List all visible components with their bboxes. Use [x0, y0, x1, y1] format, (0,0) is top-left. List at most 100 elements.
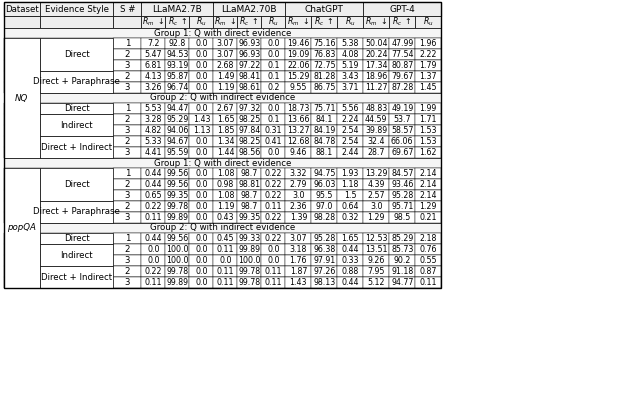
Text: 0.11: 0.11 — [419, 278, 437, 287]
Text: 85.29: 85.29 — [391, 234, 413, 243]
Text: 4.39: 4.39 — [367, 180, 385, 189]
Text: 0.44: 0.44 — [342, 245, 359, 254]
Bar — [389, 168, 415, 179]
Bar — [337, 114, 364, 125]
Text: 1.08: 1.08 — [217, 169, 234, 178]
Bar — [113, 125, 141, 136]
Bar — [166, 179, 189, 190]
Text: 2: 2 — [125, 115, 130, 124]
Bar — [166, 71, 189, 82]
Text: 12.53: 12.53 — [365, 234, 387, 243]
Text: 5.38: 5.38 — [342, 39, 359, 48]
Bar — [364, 114, 389, 125]
Bar — [389, 244, 415, 255]
Bar — [364, 103, 389, 114]
Text: 0.55: 0.55 — [419, 256, 437, 265]
Text: 76.83: 76.83 — [313, 50, 335, 59]
Bar — [415, 244, 441, 255]
Text: 3.43: 3.43 — [342, 72, 359, 81]
Bar — [4, 158, 441, 168]
Bar — [141, 147, 166, 158]
Bar — [166, 201, 189, 212]
Text: Group 2: Q with indirect evidence: Group 2: Q with indirect evidence — [150, 93, 295, 102]
Bar — [4, 38, 40, 158]
Bar — [166, 114, 189, 125]
Text: 0.2: 0.2 — [267, 83, 280, 92]
Text: 85.73: 85.73 — [391, 245, 413, 254]
Text: 1.43: 1.43 — [289, 278, 307, 287]
Text: 98.7: 98.7 — [241, 169, 258, 178]
Text: 9.46: 9.46 — [290, 148, 307, 157]
Bar — [213, 212, 237, 223]
Text: 98.7: 98.7 — [241, 202, 258, 211]
Bar — [237, 147, 261, 158]
Text: 13.27: 13.27 — [287, 126, 310, 135]
Bar — [113, 38, 141, 49]
Text: 0.65: 0.65 — [145, 191, 162, 200]
Bar — [261, 147, 285, 158]
Bar — [311, 49, 337, 60]
Text: Indirect: Indirect — [60, 120, 93, 129]
Text: 4.13: 4.13 — [145, 72, 162, 81]
Text: 99.78: 99.78 — [238, 267, 260, 276]
Text: 58.57: 58.57 — [391, 126, 413, 135]
Bar — [364, 277, 389, 288]
Bar — [4, 60, 441, 71]
Bar — [415, 49, 441, 60]
Text: 92.8: 92.8 — [169, 39, 186, 48]
Text: 1.43: 1.43 — [193, 115, 210, 124]
Text: 7.95: 7.95 — [367, 267, 385, 276]
Text: 96.74: 96.74 — [166, 83, 189, 92]
Text: 0.0: 0.0 — [195, 61, 207, 70]
Text: 97.32: 97.32 — [238, 104, 260, 113]
Text: 81.28: 81.28 — [313, 72, 335, 81]
Bar — [40, 114, 113, 136]
Text: 1.08: 1.08 — [217, 191, 234, 200]
Text: 0.98: 0.98 — [217, 180, 234, 189]
Text: 2.14: 2.14 — [419, 169, 437, 178]
Bar — [337, 255, 364, 266]
Bar — [337, 266, 364, 277]
Text: 1.96: 1.96 — [419, 39, 437, 48]
Bar — [40, 71, 113, 93]
Bar — [337, 201, 364, 212]
Bar — [415, 277, 441, 288]
Bar — [261, 103, 285, 114]
Text: 1.34: 1.34 — [216, 137, 234, 146]
Bar — [166, 266, 189, 277]
Text: 53.7: 53.7 — [394, 115, 411, 124]
Text: 0.33: 0.33 — [342, 256, 359, 265]
Bar — [311, 244, 337, 255]
Text: 2.54: 2.54 — [342, 126, 359, 135]
Text: 79.67: 79.67 — [391, 72, 413, 81]
Text: 72.75: 72.75 — [313, 61, 335, 70]
Text: 2.79: 2.79 — [290, 180, 307, 189]
Text: 0.11: 0.11 — [264, 267, 282, 276]
Text: 3.07: 3.07 — [216, 39, 234, 48]
Bar — [285, 179, 311, 190]
Text: 50.04: 50.04 — [365, 39, 387, 48]
Bar — [311, 16, 337, 28]
Text: 69.67: 69.67 — [391, 148, 413, 157]
Text: 1.29: 1.29 — [367, 213, 385, 222]
Bar — [389, 71, 415, 82]
Text: 98.25: 98.25 — [238, 115, 260, 124]
Text: 97.91: 97.91 — [313, 256, 335, 265]
Text: 0.0: 0.0 — [147, 256, 160, 265]
Bar — [113, 244, 141, 255]
Bar — [113, 136, 141, 147]
Bar — [337, 136, 364, 147]
Text: Direct + Paraphrase: Direct + Paraphrase — [33, 208, 120, 216]
Bar — [337, 233, 364, 244]
Text: 2: 2 — [125, 267, 130, 276]
Bar — [40, 244, 113, 266]
Bar — [113, 168, 141, 179]
Bar — [415, 114, 441, 125]
Text: 99.56: 99.56 — [166, 180, 189, 189]
Bar — [285, 168, 311, 179]
Text: 98.81: 98.81 — [238, 180, 260, 189]
Text: Evidence Style: Evidence Style — [45, 4, 109, 13]
Bar — [40, 136, 113, 158]
Bar — [389, 60, 415, 71]
Bar — [213, 82, 237, 93]
